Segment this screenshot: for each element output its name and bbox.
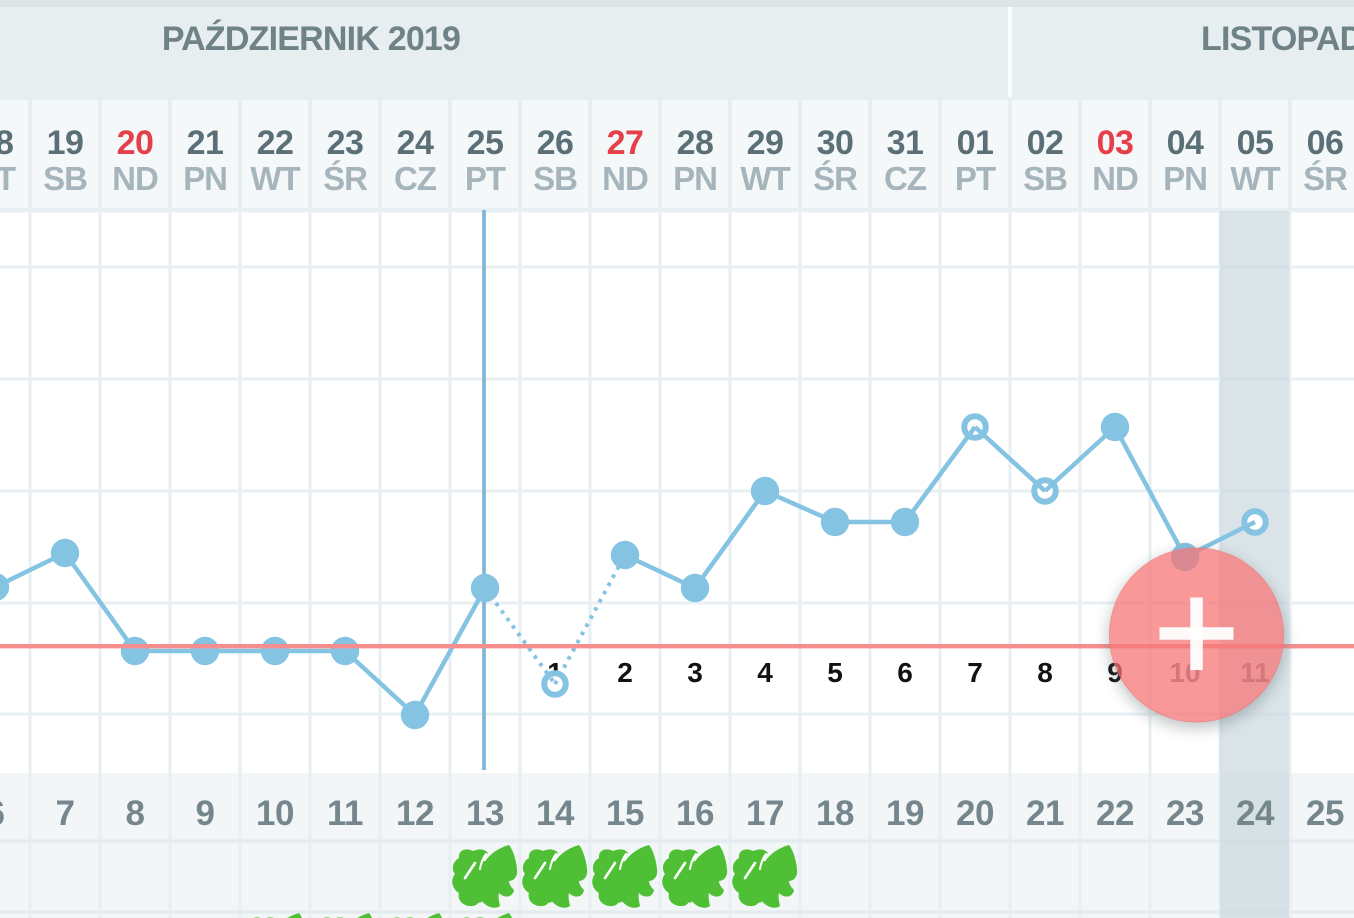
svg-text:17: 17 [746, 794, 784, 833]
svg-text:SB: SB [533, 160, 577, 197]
svg-text:9: 9 [196, 794, 215, 833]
svg-text:31: 31 [887, 124, 924, 162]
svg-text:25: 25 [467, 124, 504, 162]
svg-text:6: 6 [897, 657, 913, 688]
svg-text:18: 18 [0, 124, 13, 162]
svg-text:19: 19 [47, 124, 84, 162]
svg-text:PT: PT [0, 160, 16, 197]
svg-text:7: 7 [56, 794, 75, 833]
svg-text:06: 06 [1307, 124, 1344, 162]
svg-text:8: 8 [126, 794, 145, 833]
svg-text:ND: ND [112, 160, 158, 197]
svg-text:24: 24 [397, 124, 434, 162]
svg-text:02: 02 [1027, 124, 1064, 162]
svg-text:04: 04 [1167, 124, 1204, 162]
svg-text:19: 19 [886, 794, 924, 833]
svg-text:01: 01 [957, 124, 994, 162]
svg-text:PN: PN [673, 160, 717, 197]
svg-text:20: 20 [956, 794, 994, 833]
svg-text:23: 23 [1166, 794, 1204, 833]
svg-text:ND: ND [602, 160, 648, 197]
svg-text:22: 22 [257, 124, 294, 162]
svg-text:PAŹDZIERNIK 2019: PAŹDZIERNIK 2019 [162, 20, 460, 58]
svg-text:25: 25 [1306, 794, 1344, 833]
svg-text:28: 28 [677, 124, 714, 162]
svg-text:20: 20 [117, 124, 154, 162]
svg-text:8: 8 [1037, 657, 1053, 688]
svg-text:14: 14 [536, 794, 575, 833]
svg-text:26: 26 [537, 124, 574, 162]
svg-text:30: 30 [817, 124, 854, 162]
svg-text:LISTOPAD 2019: LISTOPAD 2019 [1201, 20, 1354, 58]
svg-text:WT: WT [250, 160, 300, 197]
svg-text:21: 21 [1026, 794, 1064, 833]
svg-text:5: 5 [827, 657, 843, 688]
svg-text:05: 05 [1237, 124, 1274, 162]
svg-text:WT: WT [1230, 160, 1280, 197]
svg-text:22: 22 [1096, 794, 1134, 833]
svg-text:16: 16 [676, 794, 714, 833]
svg-text:03: 03 [1097, 124, 1134, 162]
svg-text:PN: PN [183, 160, 227, 197]
svg-text:CZ: CZ [884, 160, 927, 197]
svg-text:ŚR: ŚR [813, 160, 858, 197]
svg-text:SB: SB [43, 160, 87, 197]
svg-text:SB: SB [1023, 160, 1067, 197]
svg-text:2: 2 [617, 657, 633, 688]
svg-text:18: 18 [816, 794, 854, 833]
svg-text:6: 6 [0, 794, 5, 833]
svg-text:24: 24 [1236, 794, 1275, 833]
svg-text:CZ: CZ [394, 160, 437, 197]
svg-text:PN: PN [1163, 160, 1207, 197]
svg-text:23: 23 [327, 124, 364, 162]
svg-text:4: 4 [757, 657, 773, 688]
svg-text:PT: PT [955, 160, 996, 197]
svg-text:13: 13 [466, 794, 504, 833]
svg-text:ŚR: ŚR [323, 160, 368, 197]
svg-text:PT: PT [465, 160, 506, 197]
svg-text:WT: WT [740, 160, 790, 197]
svg-text:29: 29 [747, 124, 784, 162]
svg-text:21: 21 [187, 124, 224, 162]
svg-text:ND: ND [1092, 160, 1138, 197]
svg-text:3: 3 [687, 657, 703, 688]
svg-text:12: 12 [396, 794, 434, 833]
svg-text:11: 11 [327, 794, 363, 833]
svg-text:27: 27 [607, 124, 644, 162]
svg-text:7: 7 [967, 657, 983, 688]
svg-text:10: 10 [256, 794, 294, 833]
svg-text:15: 15 [606, 794, 644, 833]
svg-text:ŚR: ŚR [1303, 160, 1348, 197]
